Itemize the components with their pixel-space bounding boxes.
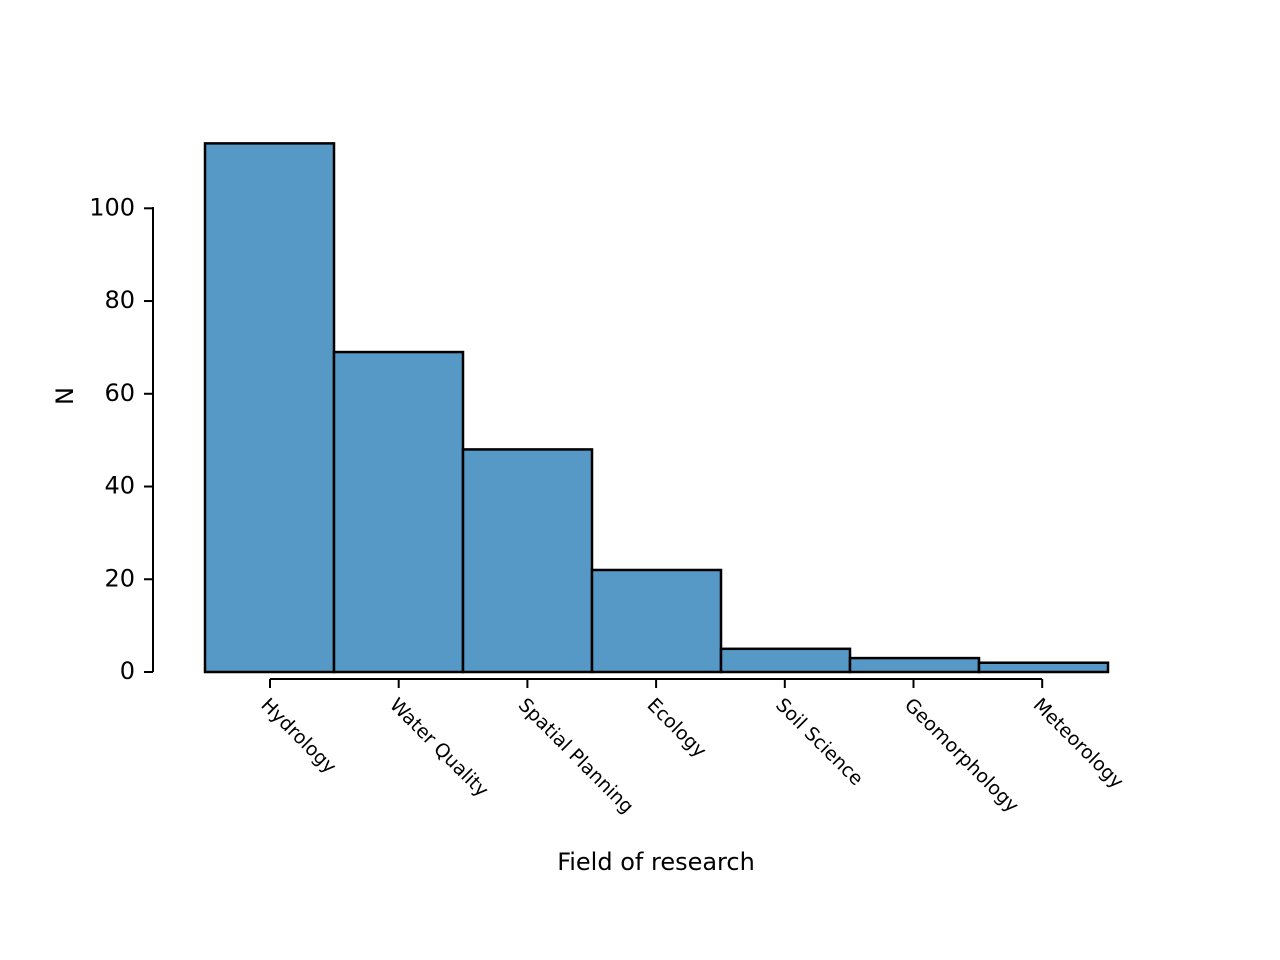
bar-geomorphology — [848, 656, 981, 674]
y-ticks: 0 20 40 60 80 100 — [89, 193, 153, 685]
x-tick-label-soil-science: Soil Science — [771, 694, 867, 790]
y-tick-label: 0 — [120, 657, 135, 685]
x-tick-label-hydrology: Hydrology — [256, 694, 340, 778]
bar-soil-science — [719, 647, 852, 674]
x-ticks: Hydrology Water Quality Spatial Planning Ec… — [256, 679, 1128, 818]
y-tick-label: 40 — [104, 472, 135, 500]
x-tick-label-spatial-planning: Spatial Planning — [514, 694, 638, 818]
bar-hydrology — [203, 142, 336, 674]
x-tick-label-water-quality: Water Quality — [385, 694, 493, 802]
x-tick-label-geomorphology: Geomorphology — [900, 694, 1023, 817]
bar-water-quality — [332, 350, 465, 674]
y-tick-label: 100 — [89, 193, 135, 221]
x-axis-label: Field of research — [557, 848, 755, 876]
y-tick-label: 80 — [104, 286, 135, 314]
y-tick-label: 60 — [104, 379, 135, 407]
bar-meteorology — [977, 661, 1110, 674]
y-axis-label: N — [51, 387, 79, 405]
y-tick-label: 20 — [104, 564, 135, 592]
x-tick-label-ecology: Ecology — [643, 694, 711, 762]
bar-ecology — [590, 568, 723, 674]
bars — [203, 142, 1110, 674]
bar-spatial-planning — [461, 448, 594, 674]
x-tick-label-meteorology: Meteorology — [1029, 694, 1128, 793]
